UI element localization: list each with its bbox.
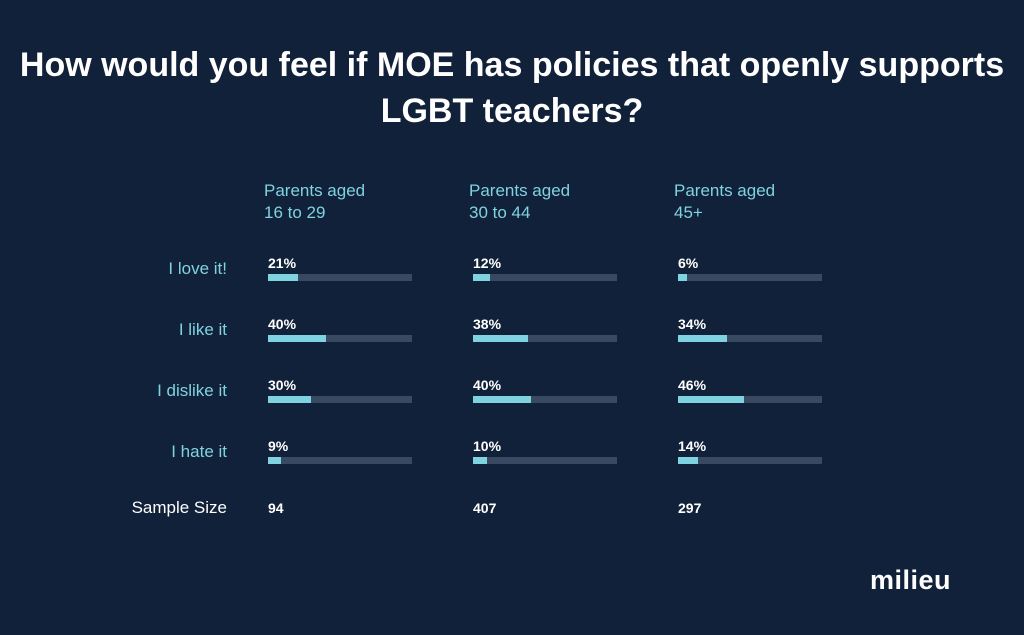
data-label: 14%	[678, 438, 707, 454]
data-label: 10%	[473, 438, 502, 454]
data-label: 12%	[473, 255, 502, 271]
bar-track	[473, 335, 617, 342]
data-label: 40%	[473, 377, 502, 393]
series-header-line: Parents aged	[674, 181, 776, 200]
bar	[473, 274, 491, 281]
bar-cell: 38%	[473, 316, 617, 342]
series-header-line: Parents aged	[264, 181, 366, 200]
bar-cell: 34%	[678, 316, 822, 342]
data-label: 46%	[678, 377, 707, 393]
series-header-line: 30 to 44	[469, 203, 531, 222]
bar-track	[268, 335, 412, 342]
series-header: Parents aged 30 to 44	[469, 180, 570, 224]
bar	[473, 396, 531, 403]
bar	[678, 396, 745, 403]
series-header-line: Parents aged	[469, 181, 571, 200]
bar	[473, 335, 528, 342]
bar-cell: 9%	[268, 438, 412, 464]
bar-cell: 21%	[268, 255, 412, 281]
sample-size-value: 407	[473, 500, 497, 516]
bar	[268, 396, 312, 403]
bar-track	[678, 396, 822, 403]
series-header: Parents aged 45+	[674, 180, 775, 224]
bar-track	[473, 274, 617, 281]
bar-track	[473, 457, 617, 464]
bar-cell: 40%	[473, 377, 617, 403]
bar-cell: 40%	[268, 316, 412, 342]
row-label: I love it!	[168, 259, 227, 278]
bar	[268, 457, 281, 464]
data-label: 34%	[678, 316, 707, 332]
bar	[268, 274, 299, 281]
milieu-logo: milieu	[870, 565, 952, 595]
bar	[678, 335, 727, 342]
bar-track	[678, 335, 822, 342]
data-label: 38%	[473, 316, 502, 332]
data-label: 9%	[268, 438, 289, 454]
row-label: I dislike it	[157, 381, 227, 400]
bar-cell: 6%	[678, 255, 822, 281]
row-label: I hate it	[171, 442, 227, 461]
bar	[268, 335, 326, 342]
row-label: I like it	[178, 320, 227, 339]
data-label: 21%	[268, 255, 297, 271]
sample-size-value: 94	[268, 500, 284, 516]
bar	[678, 457, 699, 464]
bar-cell: 14%	[678, 438, 822, 464]
data-label: 30%	[268, 377, 297, 393]
series-header: Parents aged 16 to 29	[264, 180, 365, 224]
bar-cell: 30%	[268, 377, 412, 403]
bar-track	[678, 274, 822, 281]
bar-track	[268, 396, 412, 403]
series-header-line: 45+	[674, 203, 703, 222]
bar-track	[268, 274, 412, 281]
sample-size-label: Sample Size	[131, 498, 227, 517]
bar-track	[473, 396, 617, 403]
bar	[678, 274, 687, 281]
data-label: 6%	[678, 255, 699, 271]
bar-cell: 12%	[473, 255, 617, 281]
data-label: 40%	[268, 316, 297, 332]
bar	[473, 457, 488, 464]
bar-track	[678, 457, 822, 464]
bar-track	[268, 457, 412, 464]
bar-cell: 10%	[473, 438, 617, 464]
bar-cell: 46%	[678, 377, 822, 403]
sample-size-value: 297	[678, 500, 702, 516]
chart-title: How would you feel if MOE has policies t…	[19, 46, 1005, 130]
series-header-line: 16 to 29	[264, 203, 326, 222]
